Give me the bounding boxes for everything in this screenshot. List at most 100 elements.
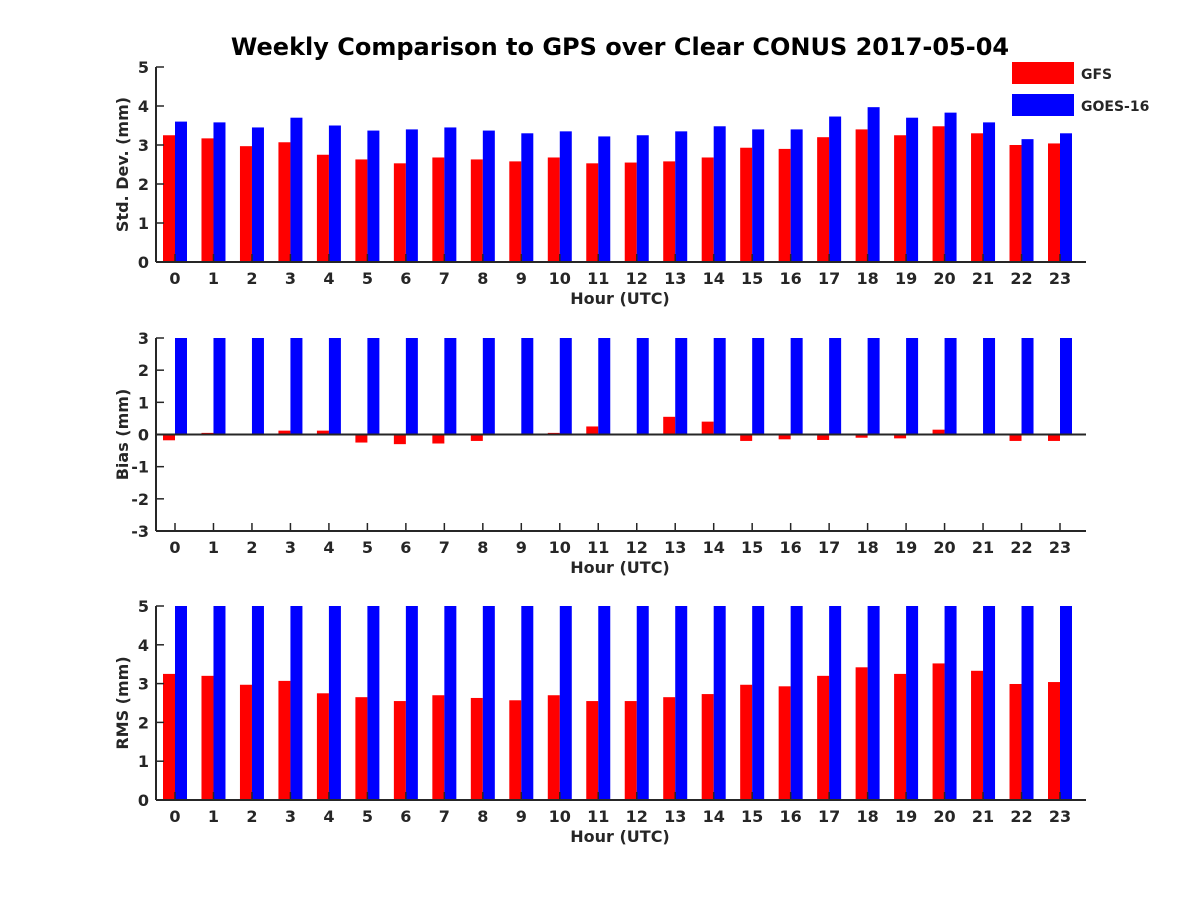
rms-bar-goes16-15 bbox=[752, 606, 765, 800]
std-dev-bar-gfs-1 bbox=[201, 138, 214, 262]
bias-bar-gfs-3 bbox=[278, 430, 291, 435]
rms-y-tick-label: 2 bbox=[138, 713, 149, 732]
std-dev-bar-goes16-18 bbox=[867, 107, 880, 262]
std-dev-bar-gfs-13 bbox=[663, 161, 676, 262]
rms-bar-goes16-14 bbox=[713, 606, 726, 800]
std-dev-bar-gfs-16 bbox=[778, 148, 791, 262]
bias-bar-gfs-11 bbox=[586, 426, 599, 435]
rms-bar-gfs-9 bbox=[509, 700, 522, 800]
std-dev-bar-gfs-2 bbox=[239, 146, 252, 262]
std-dev-x-tick-label: 21 bbox=[972, 269, 994, 288]
rms-bar-goes16-10 bbox=[559, 606, 572, 800]
std-dev-bar-gfs-19 bbox=[894, 135, 907, 262]
std-dev-bar-goes16-17 bbox=[829, 116, 842, 262]
std-dev-bar-goes16-6 bbox=[405, 129, 418, 262]
std-dev-y-axis-label: Std. Dev. (mm) bbox=[113, 97, 132, 232]
rms-x-tick-label: 13 bbox=[664, 807, 686, 826]
bias-bar-gfs-5 bbox=[355, 434, 368, 443]
rms-y-tick-label: 3 bbox=[138, 675, 149, 694]
bias-bar-gfs-14 bbox=[701, 421, 714, 435]
std-dev-x-tick-label: 11 bbox=[587, 269, 609, 288]
rms-bar-gfs-1 bbox=[201, 675, 214, 800]
rms-x-tick-label: 2 bbox=[246, 807, 257, 826]
bias-bar-gfs-15 bbox=[740, 434, 753, 441]
rms-x-tick-label: 16 bbox=[780, 807, 802, 826]
bias-bar-gfs-23 bbox=[1048, 434, 1060, 441]
std-dev-x-tick-label: 10 bbox=[549, 269, 571, 288]
rms-bar-gfs-22 bbox=[1009, 683, 1022, 800]
std-dev-bar-gfs-6 bbox=[393, 163, 406, 262]
bias-y-tick-label: -3 bbox=[131, 522, 149, 541]
bias-bar-goes16-9 bbox=[521, 338, 534, 435]
legend: GFS GOES-16 bbox=[1012, 62, 1149, 116]
rms-y-axis-label: RMS (mm) bbox=[113, 656, 132, 749]
std-dev-bar-gfs-9 bbox=[509, 161, 522, 262]
bias-bar-gfs-17 bbox=[817, 434, 830, 440]
std-dev-x-tick-label: 7 bbox=[439, 269, 450, 288]
rms-x-tick-label: 22 bbox=[1010, 807, 1032, 826]
rms-bar-gfs-19 bbox=[894, 673, 907, 800]
rms-y-tick-label: 1 bbox=[138, 752, 149, 771]
rms-x-tick-label: 4 bbox=[323, 807, 334, 826]
bias-bar-goes16-4 bbox=[328, 338, 341, 435]
std-dev-x-tick-label: 16 bbox=[780, 269, 802, 288]
std-dev-y-tick-label: 1 bbox=[138, 214, 149, 233]
rms-bar-gfs-10 bbox=[547, 695, 560, 800]
std-dev-bar-gfs-17 bbox=[817, 137, 830, 262]
bias-bar-goes16-16 bbox=[790, 338, 803, 435]
std-dev-x-tick-label: 5 bbox=[362, 269, 373, 288]
rms-bar-goes16-4 bbox=[328, 606, 341, 800]
bias-x-tick-label: 11 bbox=[587, 538, 609, 557]
rms-bar-gfs-11 bbox=[586, 701, 599, 800]
rms-x-tick-label: 0 bbox=[169, 807, 180, 826]
std-dev-y-tick-label: 3 bbox=[138, 136, 149, 155]
std-dev-y-tick-label: 5 bbox=[138, 58, 149, 77]
std-dev-x-tick-label: 12 bbox=[626, 269, 648, 288]
bias-x-axis-label: Hour (UTC) bbox=[570, 558, 670, 577]
bias-bar-goes16-14 bbox=[713, 338, 726, 435]
rms-bar-goes16-2 bbox=[251, 606, 264, 800]
std-dev-bar-goes16-19 bbox=[906, 117, 919, 262]
rms-bar-goes16-8 bbox=[482, 606, 495, 800]
std-dev-bar-goes16-4 bbox=[328, 125, 341, 262]
std-dev-bar-goes16-7 bbox=[444, 127, 457, 262]
std-dev-bar-goes16-5 bbox=[367, 130, 380, 262]
bias-bar-gfs-19 bbox=[894, 434, 907, 439]
std-dev-bar-gfs-7 bbox=[432, 157, 445, 262]
std-dev-bar-gfs-11 bbox=[586, 163, 599, 262]
bias-x-tick-label: 10 bbox=[549, 538, 571, 557]
rms-bar-gfs-16 bbox=[778, 686, 791, 800]
bias-bar-goes16-10 bbox=[559, 338, 572, 435]
rms-bar-gfs-15 bbox=[740, 684, 753, 800]
bias-y-tick-label: 1 bbox=[138, 393, 149, 412]
std-dev-bar-goes16-15 bbox=[752, 129, 765, 262]
bias-x-tick-label: 18 bbox=[856, 538, 878, 557]
bias-bar-goes16-15 bbox=[752, 338, 765, 435]
bias-x-tick-label: 23 bbox=[1049, 538, 1071, 557]
rms-bar-goes16-22 bbox=[1021, 606, 1034, 800]
bias-bar-gfs-8 bbox=[470, 434, 483, 441]
rms-x-tick-label: 15 bbox=[741, 807, 763, 826]
rms-bar-goes16-12 bbox=[636, 606, 649, 800]
legend-label-goes16: GOES-16 bbox=[1081, 99, 1149, 115]
rms-bar-goes16-3 bbox=[290, 606, 303, 800]
bias-bar-goes16-1 bbox=[213, 338, 226, 435]
rms-bar-goes16-13 bbox=[675, 606, 688, 800]
std-dev-bar-goes16-21 bbox=[983, 122, 996, 262]
std-dev-bar-goes16-8 bbox=[482, 130, 495, 262]
rms-bar-gfs-21 bbox=[971, 670, 984, 800]
rms-x-tick-label: 21 bbox=[972, 807, 994, 826]
rms-x-tick-label: 12 bbox=[626, 807, 648, 826]
rms-y-tick-label: 0 bbox=[138, 791, 149, 810]
bias-bar-gfs-0 bbox=[163, 434, 175, 441]
rms-x-tick-label: 11 bbox=[587, 807, 609, 826]
bias-bar-gfs-6 bbox=[393, 434, 406, 445]
std-dev-bar-gfs-15 bbox=[740, 147, 753, 262]
bias-x-tick-label: 0 bbox=[169, 538, 180, 557]
bias-x-tick-label: 2 bbox=[246, 538, 257, 557]
rms-bar-gfs-0 bbox=[163, 673, 175, 800]
bias-bar-goes16-20 bbox=[944, 338, 957, 435]
rms-x-tick-label: 6 bbox=[400, 807, 411, 826]
